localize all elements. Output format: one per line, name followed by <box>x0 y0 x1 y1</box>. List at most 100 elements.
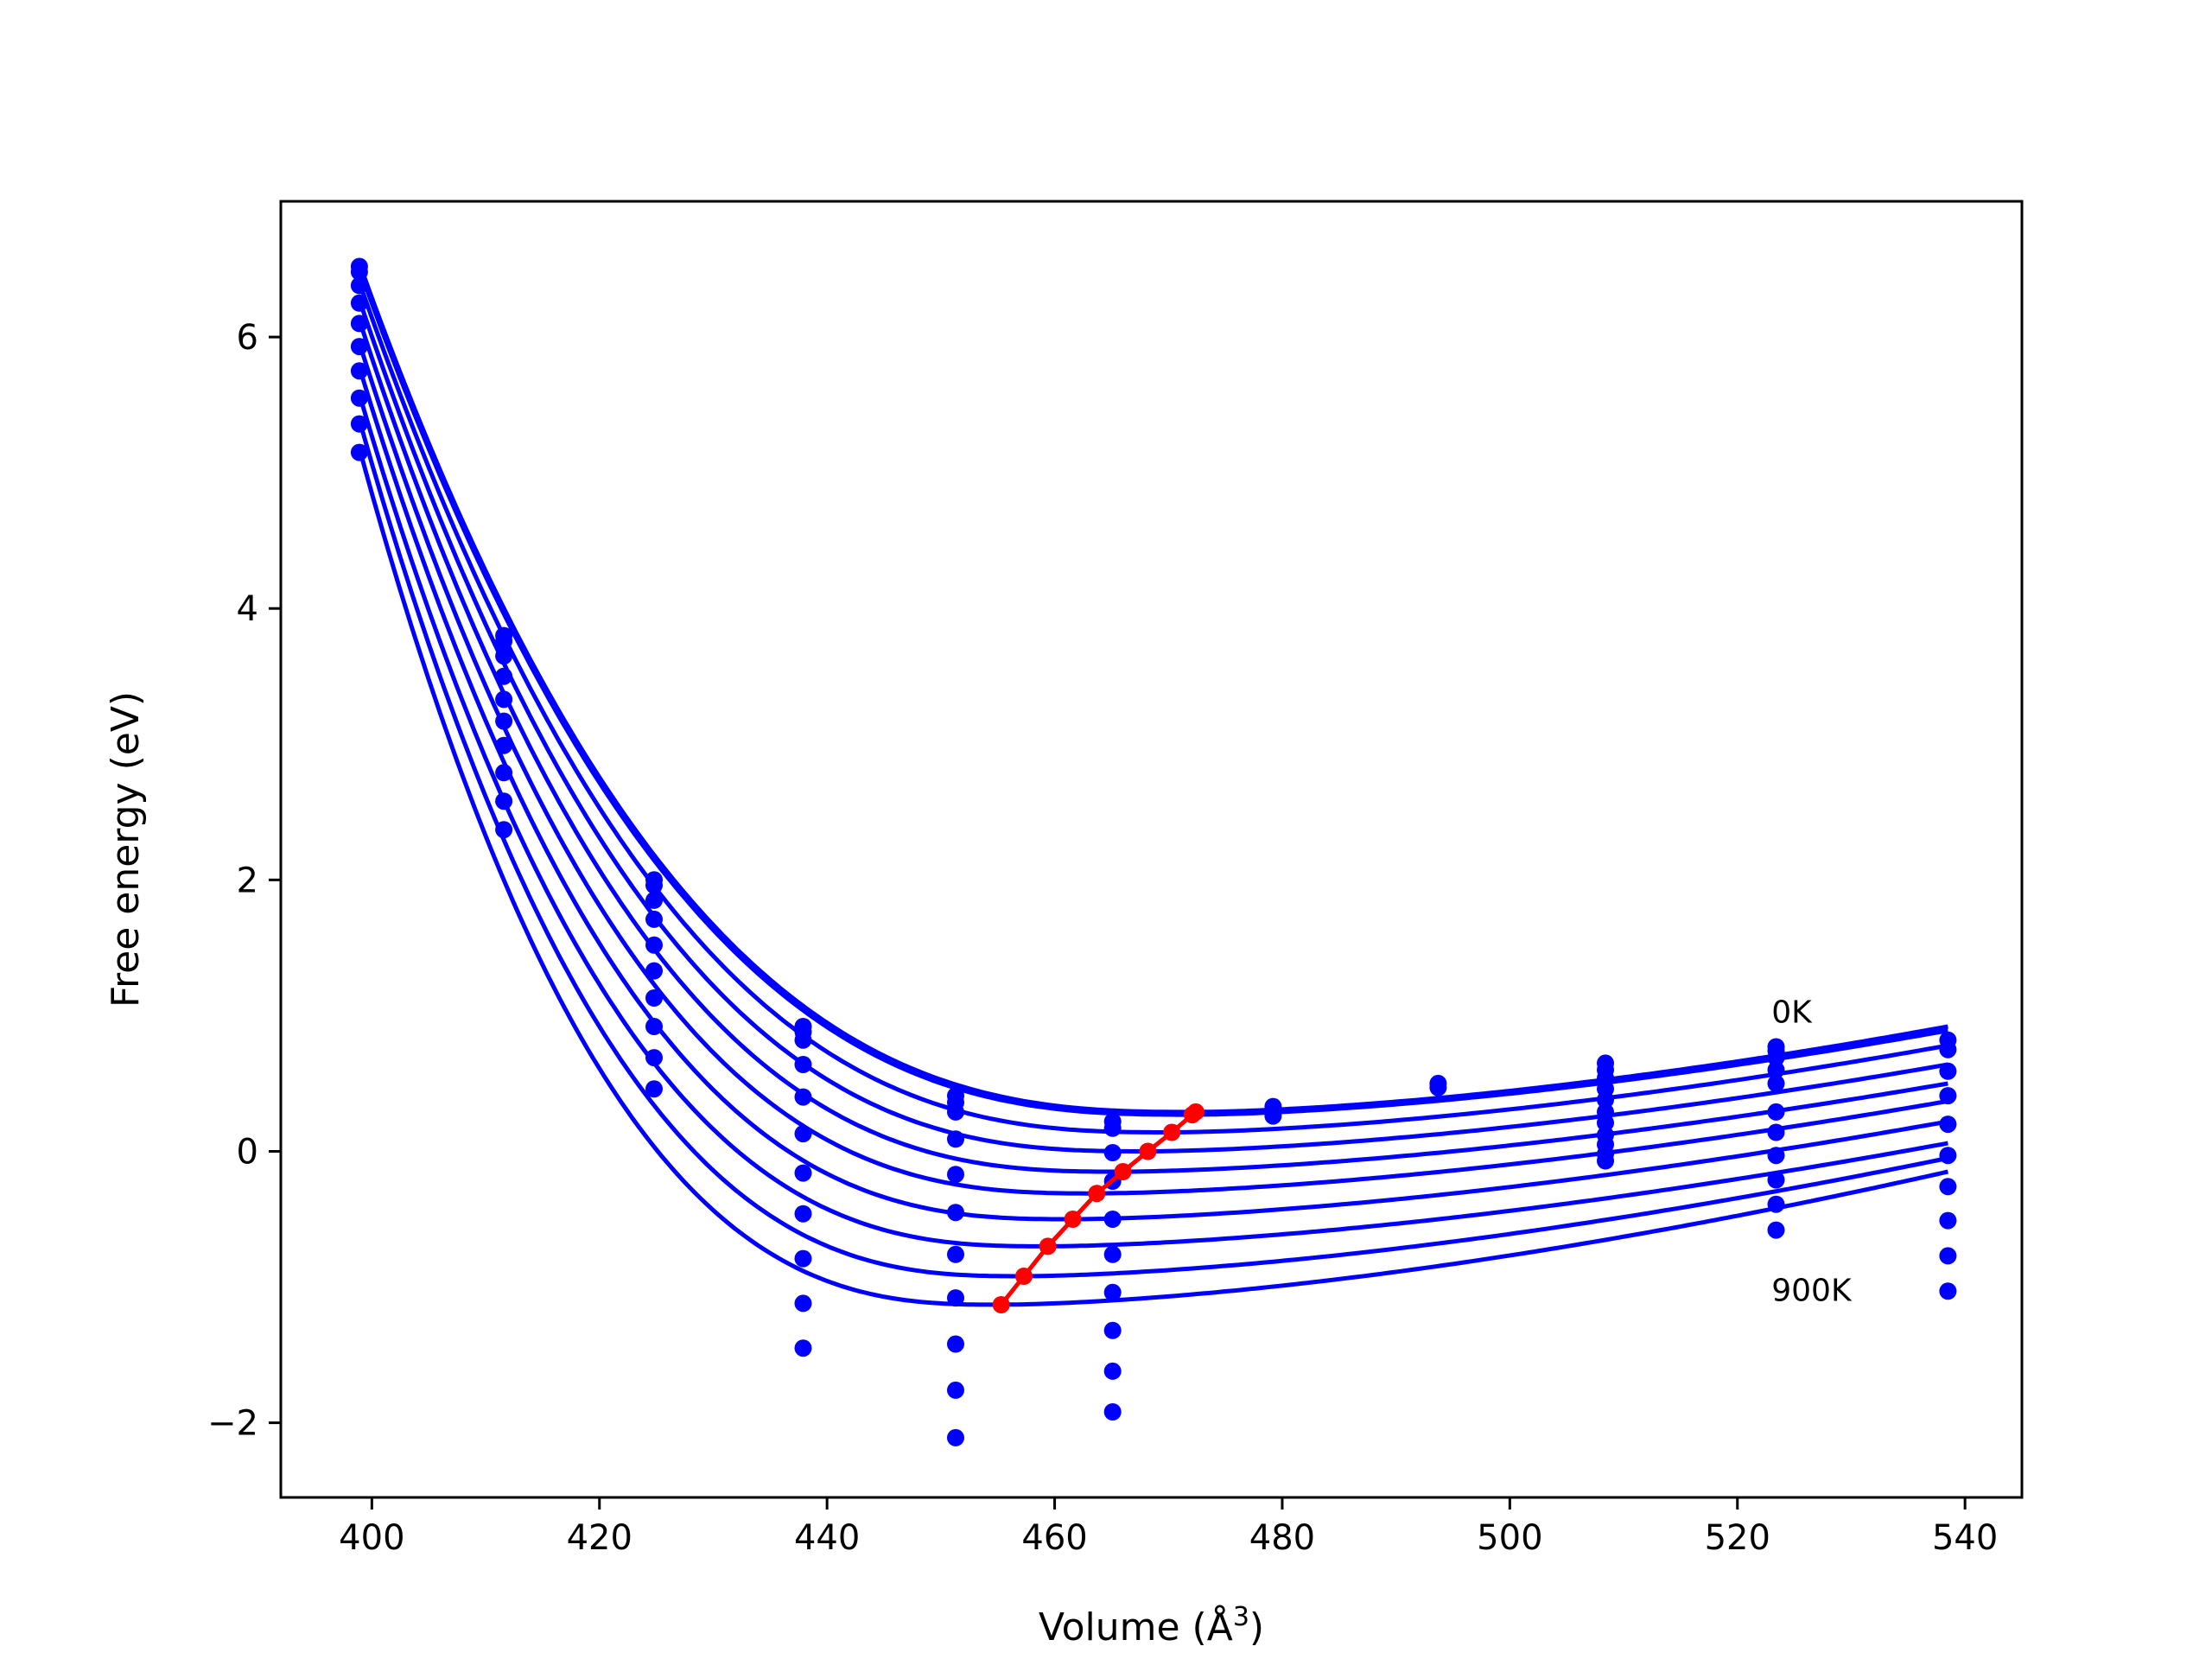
data-point <box>495 667 513 685</box>
data-points <box>350 257 1957 1446</box>
data-point <box>350 389 368 407</box>
data-point <box>645 891 663 909</box>
minimum-point <box>1015 1268 1033 1285</box>
data-point <box>794 1249 812 1268</box>
y-tick-label: −2 <box>207 1404 258 1444</box>
data-point <box>794 1205 812 1223</box>
minimum-point <box>1114 1163 1132 1180</box>
fitted-curves <box>358 265 1948 1307</box>
data-point <box>1103 1144 1122 1161</box>
x-tick-label: 480 <box>1249 1518 1315 1558</box>
data-point <box>794 1088 812 1106</box>
data-point <box>947 1335 964 1353</box>
annotation-0k: 0K <box>1771 995 1813 1030</box>
data-point <box>495 736 513 754</box>
data-point <box>1767 1123 1785 1141</box>
data-point <box>794 1056 812 1073</box>
minimum-point <box>1163 1123 1181 1141</box>
data-point <box>495 632 513 650</box>
minimum-point <box>1139 1142 1157 1160</box>
data-point <box>495 792 513 810</box>
curve-200K <box>358 284 1948 1135</box>
data-point <box>1103 1245 1122 1263</box>
data-point <box>1939 1087 1957 1105</box>
data-point <box>1597 1152 1614 1170</box>
data-point <box>1767 1103 1785 1121</box>
curve-700K <box>358 397 1948 1249</box>
minimum-point <box>1039 1237 1057 1255</box>
data-point <box>1767 1061 1785 1079</box>
data-point <box>947 1428 964 1446</box>
x-axis-ticks: 400 420 440 460 480 500 520 540 <box>339 1497 1998 1558</box>
data-point <box>495 821 513 839</box>
data-point <box>1429 1078 1447 1096</box>
x-tick-label: 400 <box>339 1518 404 1558</box>
data-point <box>947 1381 964 1399</box>
data-point <box>947 1204 964 1222</box>
minimum-point <box>1186 1103 1205 1121</box>
curve-0K <box>358 265 1948 1115</box>
y-tick-label: 4 <box>237 589 258 629</box>
x-axis-label-main: Volume (Å <box>1039 1604 1233 1649</box>
data-point <box>1103 1362 1122 1380</box>
data-point <box>1939 1147 1957 1165</box>
data-point <box>495 647 513 665</box>
curve-400K <box>358 322 1948 1174</box>
data-point <box>794 1339 812 1357</box>
data-point <box>1767 1074 1785 1092</box>
data-point <box>350 315 368 333</box>
data-point <box>1939 1116 1957 1134</box>
data-point <box>350 338 368 356</box>
curve-600K <box>358 370 1948 1222</box>
curve-900K <box>358 451 1948 1307</box>
data-point <box>645 910 663 928</box>
curve-500K <box>358 346 1948 1196</box>
y-axis-ticks: −2 0 2 4 6 <box>207 318 281 1444</box>
x-tick-label: 540 <box>1932 1518 1998 1558</box>
data-point <box>1767 1171 1785 1189</box>
data-point <box>1103 1211 1122 1228</box>
data-point <box>1103 1119 1122 1137</box>
data-point <box>645 1080 663 1098</box>
data-point <box>350 443 368 461</box>
data-point <box>645 1018 663 1035</box>
data-point <box>1767 1195 1785 1213</box>
y-tick-label: 2 <box>237 861 258 900</box>
x-tick-label: 500 <box>1477 1518 1542 1558</box>
y-tick-label: 6 <box>237 318 258 358</box>
data-point <box>947 1245 964 1263</box>
data-point <box>350 415 368 433</box>
data-point <box>1103 1283 1122 1301</box>
y-tick-label: 0 <box>237 1132 258 1172</box>
curve-800K <box>358 423 1948 1279</box>
data-point <box>1103 1403 1122 1421</box>
data-point <box>794 1294 812 1313</box>
data-point <box>1597 1090 1614 1109</box>
data-point <box>794 1031 812 1049</box>
data-point <box>947 1289 964 1307</box>
data-point <box>1767 1049 1785 1067</box>
minimum-energy-path <box>992 1103 1205 1313</box>
data-point <box>350 263 368 281</box>
data-point <box>947 1166 964 1184</box>
x-tick-label: 420 <box>567 1518 632 1558</box>
data-point <box>947 1130 964 1148</box>
y-axis-label: Free energy (eV) <box>104 691 148 1007</box>
axes-frame <box>279 200 2024 1499</box>
data-point <box>1103 1321 1122 1339</box>
minimum-point <box>992 1296 1010 1313</box>
x-axis-label: Volume (Å3) <box>1039 1602 1264 1650</box>
data-point <box>1939 1211 1957 1230</box>
data-point <box>350 276 368 295</box>
data-point <box>794 1164 812 1182</box>
data-point <box>350 362 368 380</box>
data-point <box>794 1125 812 1143</box>
data-point <box>495 764 513 782</box>
data-point <box>1939 1062 1957 1080</box>
annotation-900k: 900K <box>1771 1273 1853 1308</box>
x-tick-label: 520 <box>1705 1518 1770 1558</box>
data-point <box>645 962 663 980</box>
data-point <box>1597 1114 1614 1132</box>
data-point <box>350 294 368 312</box>
